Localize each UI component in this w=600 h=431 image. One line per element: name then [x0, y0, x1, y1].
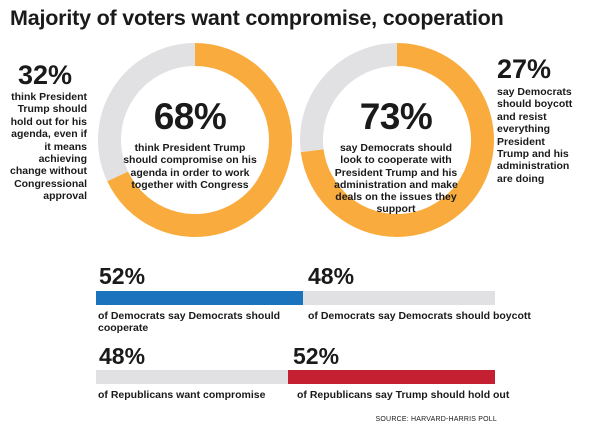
donut-1-center: 68% think President Trump should comprom…	[122, 98, 258, 191]
donut-2-major-label: say Democrats should look to cooperate w…	[334, 142, 458, 216]
donut-2-center: 73% say Democrats should look to coopera…	[331, 98, 461, 216]
donut-1-major-pct: 68%	[153, 96, 227, 137]
bar-dem-cooperate-pct: 52%	[99, 263, 146, 289]
donut-2-minor-annotation: 27% say Democrats should boycott and res…	[497, 56, 575, 185]
donut-1-minor-annotation: 32% think President Trump should hold ou…	[3, 62, 87, 203]
bar-dem-cooperate-label: of Democrats say Democrats should cooper…	[98, 310, 281, 335]
donut-trump-compromise	[98, 43, 292, 237]
donut-1-minor-pct: 32%	[17, 60, 73, 90]
donut-1-slice-major	[107, 43, 292, 237]
bar-dem-boycott-pct: 48%	[308, 263, 355, 289]
bar-row-republicans	[96, 370, 495, 384]
donut-1-slice-minor	[98, 43, 196, 182]
bar-rep-compromise-pct: 48%	[99, 343, 146, 369]
bar-rep-holdout	[287, 370, 495, 384]
donut-democrats-cooperate	[300, 43, 494, 237]
bar-rep-compromise-label: of Republicans want compromise	[98, 389, 266, 401]
source-note: SOURCE: HARVARD-HARRIS POLL	[375, 416, 497, 423]
donut-2-minor-label: say Democrats should boycott and resist …	[497, 86, 573, 185]
chart-title: Majority of voters want compromise, coop…	[10, 6, 504, 30]
bar-row-democrats	[96, 291, 495, 305]
bar-dem-boycott-label: of Democrats say Democrats should boycot…	[308, 310, 531, 322]
donut-2-major-pct: 73%	[359, 96, 433, 137]
donut-2-slice-major	[300, 43, 494, 237]
donut-1-major-label: think President Trump should compromise …	[123, 142, 257, 191]
bar-rep-holdout-label: of Republicans say Trump should hold out	[297, 389, 510, 401]
bar-dem-cooperate	[96, 291, 304, 305]
donut-1-minor-label: think President Trump should hold out fo…	[10, 91, 87, 203]
donut-2-minor-pct: 27%	[497, 54, 552, 84]
bar-rep-holdout-pct: 52%	[293, 343, 340, 369]
donut-2-slice-minor	[300, 43, 398, 153]
